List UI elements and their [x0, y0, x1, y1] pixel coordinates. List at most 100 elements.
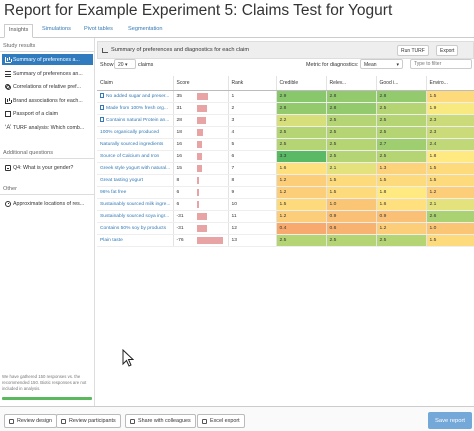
- diagnostic-cell: 2.5: [276, 234, 327, 247]
- review-design-button[interactable]: Review design: [4, 414, 58, 428]
- claim-text[interactable]: Contains 50% soy by products: [100, 225, 167, 231]
- mouse-cursor-icon: [122, 349, 134, 367]
- column-header-relevant[interactable]: Relev...: [326, 76, 377, 91]
- claim-text[interactable]: No added sugar and preser...: [106, 94, 170, 99]
- claim-cell[interactable]: 100% organically produced: [97, 126, 174, 139]
- bar-chart-icon: [5, 56, 11, 63]
- score-cell: -31: [173, 210, 229, 223]
- sidebar-item-label: Approximate locations of res...: [13, 200, 85, 207]
- sidebar-item-summary-preferences[interactable]: Summary of preferences a...: [2, 54, 93, 65]
- claim-cell[interactable]: No added sugar and preser...: [97, 90, 174, 103]
- claim-text[interactable]: Source of Calcium and Iron: [100, 153, 160, 159]
- column-header-score[interactable]: Score: [173, 76, 229, 91]
- tab-simulations[interactable]: Simulations: [42, 26, 71, 32]
- table-row[interactable]: Source of Calcium and Iron 16 6 3.3 2.5 2.5 1.…: [97, 150, 474, 163]
- diagnostic-cell: 2.7: [376, 138, 427, 151]
- table-row[interactable]: Contains 50% soy by products -31 12 0.4 0.6 1…: [97, 222, 474, 235]
- filter-input[interactable]: [410, 59, 472, 69]
- claim-cell[interactable]: Sustainably sourced milk ingre...: [97, 198, 174, 211]
- table-row[interactable]: Made from 100% fresh org... 31 2 2.8 2.8 2.5 1…: [97, 102, 474, 115]
- export-button[interactable]: Export: [436, 45, 459, 56]
- design-icon: [9, 418, 14, 424]
- claim-cell[interactable]: Plain taste: [97, 234, 174, 247]
- claim-text[interactable]: Sustainably sourced soya ingr...: [100, 213, 170, 219]
- diagnostic-cell: 1.5: [426, 174, 474, 187]
- score-cell: 8: [173, 174, 229, 187]
- table-row[interactable]: Greek style yogurt with natural... 15 7 1.6…: [97, 162, 474, 175]
- table-row[interactable]: Sustainably sourced soya ingr... -31 11 1.2…: [97, 210, 474, 223]
- run-turf-button[interactable]: Run TURF: [397, 45, 429, 56]
- column-header-environment[interactable]: Enviro...: [426, 76, 474, 91]
- sidebar-item-summary-preferences-list[interactable]: Summary of preferences an...: [2, 68, 93, 79]
- score-cell: 16: [173, 150, 229, 163]
- claim-cell[interactable]: Source of Calcium and Iron: [97, 150, 174, 163]
- score-cell: 35: [173, 90, 229, 103]
- document-icon: [100, 93, 104, 98]
- table-row[interactable]: 96% fat free 6 9 1.2 1.5 1.8 1.2: [97, 186, 474, 199]
- claim-cell[interactable]: 96% fat free: [97, 186, 174, 199]
- diagnostic-cell: 1.8: [376, 186, 427, 199]
- column-header-rank[interactable]: Rank: [228, 76, 277, 91]
- claim-text[interactable]: Sustainably sourced milk ingre...: [100, 201, 171, 207]
- sidebar-item-q4-gender[interactable]: Q4: What is your gender?: [2, 162, 93, 173]
- sidebar-item-brand-associations[interactable]: Brand associations for each...: [2, 95, 93, 106]
- spreadsheet-icon: [202, 418, 207, 424]
- table-row[interactable]: Naturally sourced ingredients 16 5 2.5 2.5 2.…: [97, 138, 474, 151]
- rank-cell: 4: [228, 126, 277, 139]
- claim-text[interactable]: Contains natural Protein an...: [106, 118, 170, 123]
- page-size-select[interactable]: 20 ▾: [114, 59, 136, 69]
- claim-text[interactable]: Great tasting yogurt: [100, 177, 143, 183]
- table-row[interactable]: No added sugar and preser... 35 1 2.9 2.8 2.8…: [97, 90, 474, 103]
- claim-cell[interactable]: Great tasting yogurt: [97, 174, 174, 187]
- metric-label: Metric for diagnostics:: [306, 62, 359, 68]
- column-header-credible[interactable]: Credible: [276, 76, 327, 91]
- page-size-value: 20: [118, 62, 124, 68]
- save-report-button[interactable]: Save report: [428, 412, 472, 429]
- tab-pivot-tables[interactable]: Pivot tables: [84, 26, 113, 32]
- tab-segmentation[interactable]: Segmentation: [128, 26, 163, 32]
- sidebar-heading-additional: Additional questions: [3, 150, 54, 156]
- claim-text[interactable]: Naturally sourced ingredients: [100, 141, 164, 147]
- metric-select[interactable]: Mean ▾: [360, 59, 403, 69]
- claim-cell[interactable]: Contains 50% soy by products: [97, 222, 174, 235]
- sidebar-heading-study-results: Study results: [3, 43, 36, 49]
- diagnostic-cell: 1.2: [426, 186, 474, 199]
- rank-cell: 11: [228, 210, 277, 223]
- show-label: Show: [100, 62, 114, 68]
- claim-text[interactable]: 96% fat free: [100, 189, 127, 195]
- sidebar-item-locations[interactable]: Approximate locations of res...: [2, 198, 93, 209]
- column-header-good[interactable]: Good i...: [376, 76, 427, 91]
- review-participants-button[interactable]: Review participants: [56, 414, 121, 428]
- sidebar-item-correlations[interactable]: Correlations of relative pref...: [2, 81, 93, 92]
- table-row[interactable]: Contains natural Protein an... 28 3 2.2 2.5 2…: [97, 114, 474, 127]
- claim-text[interactable]: Made from 100% fresh org...: [106, 106, 168, 111]
- diagnostic-cell: 2.5: [276, 126, 327, 139]
- sidebar-item-passport[interactable]: Passport of a claim: [2, 108, 93, 119]
- diagnostic-cell: 1.8: [426, 150, 474, 163]
- column-header-claim[interactable]: Claim: [97, 76, 174, 91]
- claim-cell[interactable]: Naturally sourced ingredients: [97, 138, 174, 151]
- score-value: 31: [176, 105, 182, 111]
- claim-text[interactable]: Greek style yogurt with natural...: [100, 165, 171, 171]
- turf-icon: ‘A’: [5, 124, 12, 131]
- tab-insights[interactable]: Insights: [4, 24, 34, 38]
- diagnostic-cell: 2.5: [326, 126, 377, 139]
- score-cell: 16: [173, 138, 229, 151]
- bottom-toolbar: Review design Review participants Share …: [0, 406, 474, 431]
- claim-text[interactable]: Plain taste: [100, 237, 123, 243]
- diagnostic-cell: 2.3: [426, 114, 474, 127]
- table-row[interactable]: Plain taste -76 13 2.5 2.5 2.5 1.5: [97, 234, 474, 247]
- sidebar-item-turf[interactable]: ‘A’ TURF analysis: Which comb...: [2, 122, 93, 133]
- table-row[interactable]: 100% organically produced 18 4 2.5 2.5 2.5 2.3: [97, 126, 474, 139]
- claim-cell[interactable]: Made from 100% fresh org...: [97, 102, 174, 115]
- table-row[interactable]: Great tasting yogurt 8 8 1.2 1.5 1.5 1.5: [97, 174, 474, 187]
- share-button[interactable]: Share with colleagues: [125, 414, 196, 428]
- score-bar: [196, 104, 208, 112]
- diagnostic-cell: 2.5: [376, 114, 427, 127]
- claim-cell[interactable]: Sustainably sourced soya ingr...: [97, 210, 174, 223]
- claim-cell[interactable]: Greek style yogurt with natural...: [97, 162, 174, 175]
- table-row[interactable]: Sustainably sourced milk ingre... 6 10 1.5 1…: [97, 198, 474, 211]
- excel-export-button[interactable]: Excel export: [197, 414, 245, 428]
- claim-cell[interactable]: Contains natural Protein an...: [97, 114, 174, 127]
- claim-text[interactable]: 100% organically produced: [100, 129, 159, 135]
